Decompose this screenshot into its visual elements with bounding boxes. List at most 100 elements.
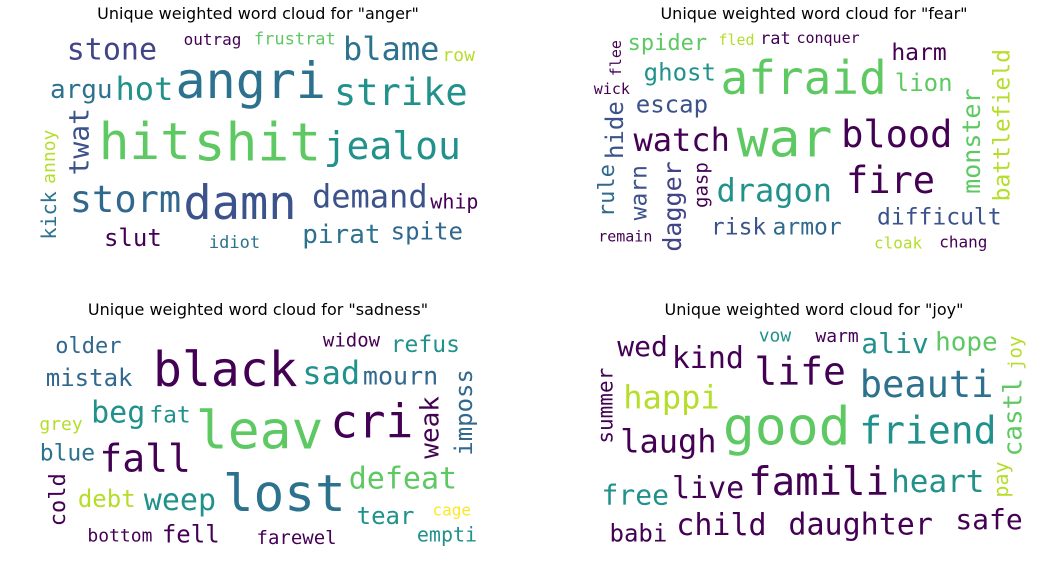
word-heart: heart	[891, 464, 984, 500]
word-farewel: farewel	[257, 527, 337, 549]
wordcloud-joy-title: Unique weighted word cloud for "joy"	[664, 300, 964, 319]
word-frustrat: frustrat	[254, 29, 336, 49]
word-blame: blame	[343, 30, 439, 68]
wordcloud-sadness-panel: Unique weighted word cloud for "sadness"…	[36, 300, 480, 550]
word-row: row	[442, 45, 475, 66]
word-safe: safe	[955, 503, 1022, 536]
word-imposs: imposs	[450, 369, 478, 456]
word-laugh: laugh	[620, 422, 716, 460]
word-blood: blood	[841, 113, 952, 156]
word-castl: castl	[999, 378, 1029, 456]
word-friend: friend	[859, 408, 996, 452]
word-weak: weak	[416, 396, 446, 459]
word-cold: cold	[46, 473, 71, 526]
word-argu: argu	[50, 75, 113, 105]
word-vow: vow	[759, 325, 792, 346]
wordcloud-joy-panel: Unique weighted word cloud for "joy" goo…	[592, 300, 1036, 550]
word-spider: spider	[628, 31, 707, 56]
word-older: older	[55, 334, 121, 359]
word-pay: pay	[989, 461, 1013, 497]
word-jealou: jealou	[324, 124, 461, 168]
word-babi: babi	[610, 519, 668, 547]
word-fled: fled	[718, 31, 754, 49]
word-debt: debt	[78, 485, 136, 513]
word-ghost: ghost	[644, 58, 716, 86]
word-dagger: dagger	[658, 161, 687, 251]
word-storm: storm	[70, 178, 181, 221]
word-harm: harm	[891, 40, 946, 66]
word-hide: hide	[601, 101, 629, 159]
word-hope: hope	[935, 328, 998, 358]
word-dragon: dragon	[716, 172, 832, 210]
word-fall: fall	[99, 437, 191, 481]
word-bottom: bottom	[87, 526, 152, 547]
word-risk: risk	[711, 215, 767, 241]
word-demand: demand	[312, 178, 428, 216]
word-widow: widow	[323, 329, 381, 351]
word-monster: monster	[957, 88, 986, 193]
word-famili: famili	[748, 460, 889, 505]
word-hot: hot	[116, 70, 174, 108]
word-wed: wed	[617, 330, 668, 363]
word-idiot: idiot	[209, 233, 260, 253]
word-warm: warm	[815, 326, 858, 347]
word-defeat: defeat	[349, 462, 457, 497]
wordcloud-fear-panel: Unique weighted word cloud for "fear" wa…	[592, 4, 1036, 254]
word-blue: blue	[40, 441, 95, 467]
word-damn: damn	[183, 176, 296, 231]
word-whip: whip	[430, 190, 478, 214]
word-armor: armor	[773, 214, 842, 240]
word-slut: slut	[104, 224, 162, 252]
word-weep: weep	[144, 483, 216, 518]
word-annoy: annoy	[39, 129, 60, 183]
word-kick: kick	[37, 191, 61, 239]
word-free: free	[602, 478, 669, 511]
word-afraid: afraid	[721, 51, 887, 105]
word-escap: escap	[636, 91, 708, 119]
word-flee: flee	[607, 40, 625, 76]
word-life: life	[754, 349, 846, 393]
word-tear: tear	[357, 502, 415, 530]
word-strike: strike	[334, 71, 468, 114]
wordcloud-sadness-title: Unique weighted word cloud for "sadness"	[87, 300, 429, 319]
word-kind: kind	[672, 341, 744, 376]
word-wick: wick	[594, 80, 630, 98]
word-cloak: cloak	[874, 234, 923, 253]
word-pirat: pirat	[302, 220, 380, 250]
word-happi: happi	[623, 379, 719, 417]
word-warn: warn	[627, 165, 653, 220]
word-black: black	[153, 342, 298, 398]
word-sad: sad	[302, 354, 360, 392]
wordcloud-anger-title: Unique weighted word cloud for "anger"	[97, 4, 419, 23]
word-mourn: mourn	[363, 361, 438, 390]
word-remain: remain	[598, 227, 652, 245]
word-joy: joy	[1004, 336, 1026, 370]
word-difficult: difficult	[877, 204, 1002, 230]
word-aliv: aliv	[861, 327, 928, 360]
word-lion: lion	[895, 69, 953, 97]
word-hit: hit	[99, 113, 191, 172]
word-mistak: mistak	[46, 364, 133, 392]
word-cage: cage	[432, 501, 471, 520]
word-refus: refus	[391, 332, 460, 358]
word-leav: leav	[196, 400, 324, 461]
word-twat: twat	[63, 108, 96, 175]
word-gasp: gasp	[691, 162, 713, 208]
word-grey: grey	[39, 414, 83, 435]
word-stone: stone	[67, 33, 157, 68]
word-child: child	[676, 508, 766, 543]
word-beg: beg	[91, 396, 145, 431]
word-empti: empti	[417, 523, 477, 547]
word-battlefield: battlefield	[989, 49, 1015, 201]
word-rule: rule	[595, 164, 620, 217]
word-fire: fire	[846, 159, 935, 202]
word-chang: chang	[939, 233, 987, 252]
word-lost: lost	[223, 465, 346, 524]
word-rat: rat	[760, 29, 791, 49]
word-war: war	[737, 108, 833, 169]
word-fell: fell	[162, 520, 220, 548]
word-cri: cri	[330, 395, 413, 449]
